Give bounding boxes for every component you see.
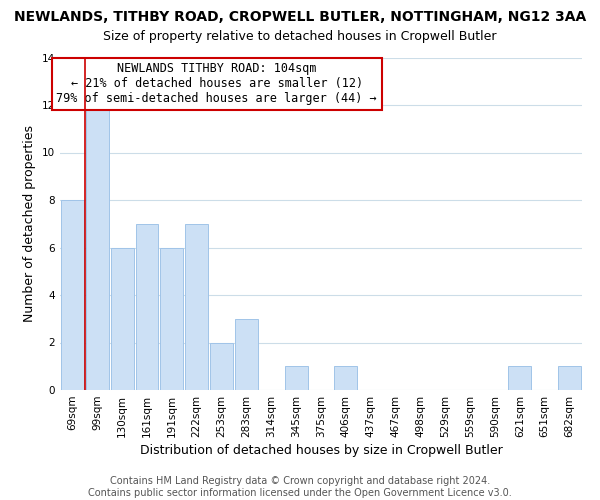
Bar <box>136 224 158 390</box>
Bar <box>160 248 183 390</box>
Bar <box>558 366 581 390</box>
Bar <box>285 366 308 390</box>
Bar <box>210 342 233 390</box>
Bar <box>61 200 84 390</box>
Text: Size of property relative to detached houses in Cropwell Butler: Size of property relative to detached ho… <box>103 30 497 43</box>
Text: Contains HM Land Registry data © Crown copyright and database right 2024.
Contai: Contains HM Land Registry data © Crown c… <box>88 476 512 498</box>
Text: NEWLANDS, TITHBY ROAD, CROPWELL BUTLER, NOTTINGHAM, NG12 3AA: NEWLANDS, TITHBY ROAD, CROPWELL BUTLER, … <box>14 10 586 24</box>
Bar <box>185 224 208 390</box>
Bar <box>111 248 134 390</box>
Text: NEWLANDS TITHBY ROAD: 104sqm
← 21% of detached houses are smaller (12)
79% of se: NEWLANDS TITHBY ROAD: 104sqm ← 21% of de… <box>56 62 377 106</box>
Bar <box>508 366 531 390</box>
Bar <box>334 366 357 390</box>
Bar <box>86 105 109 390</box>
X-axis label: Distribution of detached houses by size in Cropwell Butler: Distribution of detached houses by size … <box>140 444 502 457</box>
Bar <box>235 319 258 390</box>
Y-axis label: Number of detached properties: Number of detached properties <box>23 125 37 322</box>
